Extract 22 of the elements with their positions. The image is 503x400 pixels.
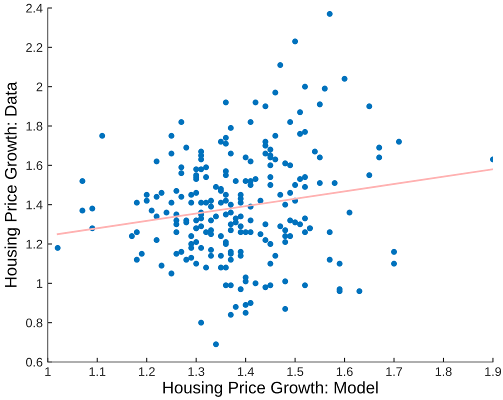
x-tick-label: 1.7 [386, 367, 402, 376]
y-tick-label: 2 [36, 82, 42, 92]
y-axis-title: Housing Price Growth: Data [4, 82, 20, 287]
y-tick-label: 2.2 [26, 43, 42, 52]
x-tick-label: 1.6 [336, 367, 353, 376]
x-tick-label: 1.9 [485, 367, 502, 376]
x-tick-label: 1 [45, 367, 51, 376]
x-tick-label: 1.5 [287, 367, 304, 376]
x-tick-label: 1.2 [138, 367, 155, 376]
y-tick-label: 1.8 [26, 122, 42, 131]
y-tick-label: 0.8 [26, 318, 42, 328]
y-tick-label: 1 [36, 279, 42, 288]
y-tick-label: 1.6 [26, 161, 42, 170]
y-tick-label: 1.4 [26, 200, 43, 210]
y-tick-label: 1.2 [26, 240, 42, 249]
x-tick-label: 1.4 [238, 367, 254, 376]
y-tick-label: 0.6 [26, 358, 42, 367]
y-tick-label: 2.4 [26, 4, 43, 13]
x-tick-label: 1.3 [188, 367, 204, 376]
x-tick-label: 1.1 [90, 367, 106, 376]
x-tick-label: 1.8 [436, 367, 452, 376]
x-axis-title: Housing Price Growth: Model [163, 381, 378, 397]
